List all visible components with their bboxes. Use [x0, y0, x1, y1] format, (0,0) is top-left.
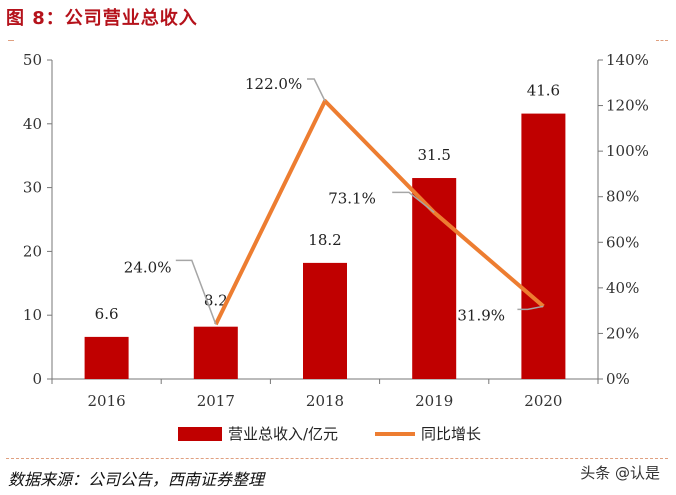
bar-revenue: [84, 336, 129, 379]
x-tick-label: 2017: [197, 392, 235, 410]
line-label-leader: [392, 191, 435, 214]
line-value-label: 24.0%: [124, 258, 172, 276]
left-tick-label: 40: [23, 115, 42, 133]
right-tick-label: 120%: [606, 97, 649, 115]
footer-rule: [6, 458, 668, 459]
right-tick-label: 60%: [606, 233, 639, 251]
bar-value-label: 31.5: [417, 146, 450, 164]
legend-swatch-revenue: [178, 427, 222, 441]
bar-value-label: 18.2: [308, 231, 341, 249]
right-tick-label: 20%: [606, 324, 639, 342]
left-tick-label: 20: [23, 242, 42, 260]
line-label-leader: [175, 259, 217, 325]
x-tick-label: 2019: [415, 392, 453, 410]
right-tick-label: 100%: [606, 142, 649, 160]
title-rule-right: [656, 40, 668, 41]
x-tick-label: 2016: [88, 392, 126, 410]
chart: 0 10 20 30 40 50 0% 20% 40% 60% 80% 100% 120% 140% 201…: [23, 51, 649, 443]
left-tick-label: 30: [23, 179, 42, 197]
legend-label-revenue: 营业总收入/亿元: [228, 425, 338, 443]
line-growth: [214, 99, 545, 326]
source-note: 数据来源：公司公告，西南证券整理: [8, 470, 265, 489]
bar-revenue: [303, 262, 347, 379]
title-rule-left: [8, 40, 14, 41]
line-label-leader: [517, 305, 544, 311]
bar-revenue: [412, 178, 457, 379]
bar-value-label: 41.6: [527, 82, 560, 100]
line-value-label: 122.0%: [245, 75, 302, 93]
right-tick-label: 140%: [606, 51, 649, 69]
figure-title: 图 8：公司营业总收入: [6, 8, 198, 29]
right-tick-label: 0%: [606, 370, 630, 388]
watermark: 头条 @认是: [580, 464, 660, 482]
line-value-label: 73.1%: [328, 189, 376, 207]
x-tick-label: 2018: [306, 392, 344, 410]
bar-value-label: 8.2: [204, 292, 228, 310]
right-tick-label: 80%: [606, 188, 639, 206]
line-label-leader: [307, 78, 326, 102]
line-value-label: 31.9%: [457, 306, 505, 324]
left-tick-label: 0: [32, 370, 42, 388]
bar-revenue: [193, 326, 238, 379]
legend-label-growth: 同比增长: [421, 425, 481, 443]
left-tick-label: 50: [23, 51, 42, 69]
bar-value-label: 6.6: [95, 305, 119, 323]
bar-revenue: [521, 113, 566, 379]
left-tick-label: 10: [23, 306, 42, 324]
right-tick-label: 40%: [606, 279, 639, 297]
x-tick-label: 2020: [524, 392, 562, 410]
